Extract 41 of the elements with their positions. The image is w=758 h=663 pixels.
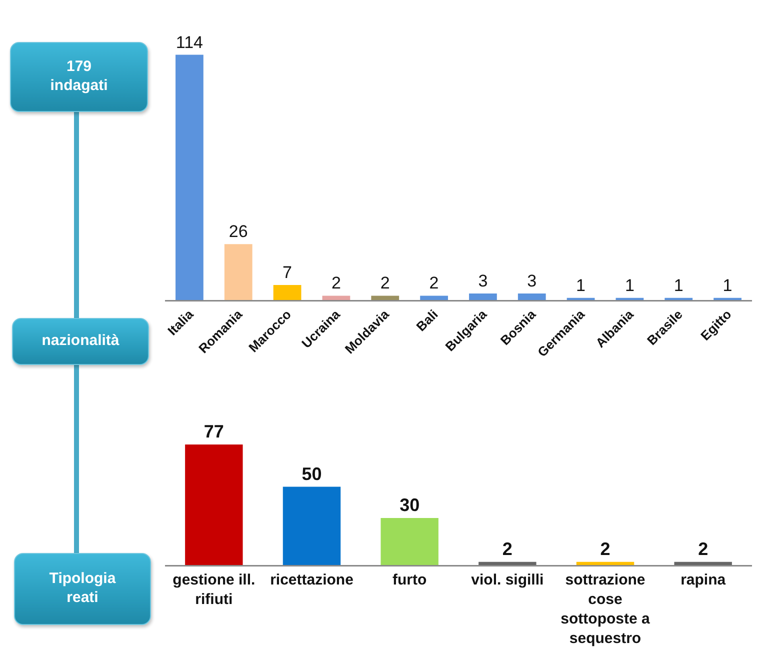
x-tick-label: gestione ill. rifiuti <box>172 572 256 608</box>
data-label: 3 <box>478 272 488 291</box>
bar <box>322 296 350 300</box>
text: 179 indagati <box>49 58 109 96</box>
bar <box>576 562 634 565</box>
data-label: 50 <box>302 464 322 484</box>
data-label: 114 <box>176 32 204 52</box>
bar <box>380 518 438 565</box>
bar <box>371 296 400 300</box>
bar <box>176 54 204 300</box>
bar <box>420 296 448 300</box>
data-label: 1 <box>624 276 634 295</box>
bar <box>478 562 536 565</box>
data-label: 3 <box>527 272 537 291</box>
bar <box>674 562 732 565</box>
bar <box>185 444 243 565</box>
text: Tipologia reati <box>48 570 117 608</box>
data-label: 2 <box>429 274 439 293</box>
data-label: 1 <box>674 276 684 295</box>
x-tick-label: furto <box>392 572 427 588</box>
x-tick-label: ricettazione <box>270 572 354 588</box>
data-label: 30 <box>400 495 420 516</box>
bar <box>224 244 252 300</box>
x-tick-label: rapina <box>680 572 726 588</box>
text: nazionalità <box>42 332 120 351</box>
data-label: 1 <box>722 276 732 295</box>
bar <box>469 294 497 300</box>
data-label: 1 <box>576 276 586 295</box>
data-label: 26 <box>228 222 248 242</box>
bar <box>282 486 341 565</box>
x-tick-label: viol. sigilli <box>471 572 544 588</box>
data-label: 2 <box>380 274 390 293</box>
data-label: 2 <box>600 538 610 559</box>
data-label: 7 <box>282 262 292 282</box>
data-label: 2 <box>502 538 512 559</box>
bar <box>273 284 302 300</box>
bar <box>518 294 546 300</box>
data-label: 77 <box>204 422 224 442</box>
data-label: 2 <box>698 538 708 559</box>
x-tick-label: sottrazione cose sottoposte a sequestro <box>560 572 650 647</box>
data-label: 2 <box>331 274 341 293</box>
